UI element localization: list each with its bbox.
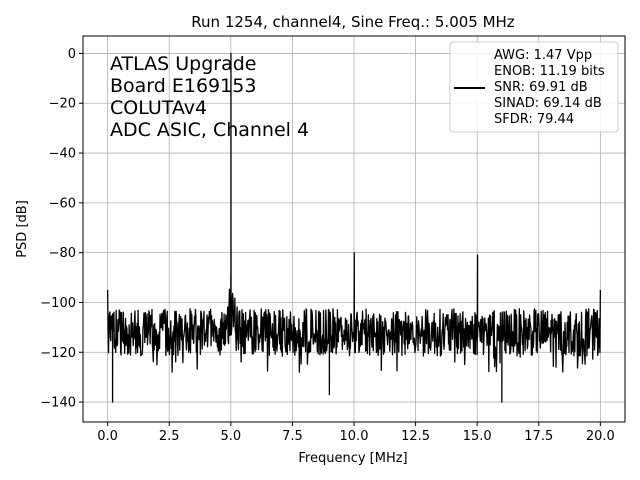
psd-line [106,52,602,403]
y-tick-label: −120 [40,346,76,361]
x-tick-label: 10.0 [340,429,369,444]
annotation-line: COLUTAv4 [110,97,207,119]
legend-entry-line: SNR: 69.91 dB [494,80,588,95]
annotation-line: ADC ASIC, Channel 4 [110,119,309,141]
x-tick-label: 7.5 [282,429,303,444]
y-tick-label: −60 [49,196,76,211]
y-axis-label: PSD [dB] [15,200,30,258]
y-tick-label: 0 [68,47,76,62]
y-tick-label: −40 [49,147,76,162]
y-tick-label: −80 [49,246,76,261]
x-tick-label: 0.0 [97,429,118,444]
y-tick-label: −100 [40,296,76,311]
annotation-line: Board E169153 [110,75,256,97]
legend-entry-line: SINAD: 69.14 dB [494,96,602,111]
x-tick-label: 12.5 [401,429,430,444]
legend-entry-line: AWG: 1.47 Vpp [494,48,592,63]
x-tick-label: 2.5 [159,429,180,444]
x-tick-label: 15.0 [463,429,492,444]
x-tick-label: 20.0 [586,429,615,444]
y-tick-label: −20 [49,97,76,112]
legend-entry-line: SFDR: 79.44 [494,112,574,127]
annotation-line: ATLAS Upgrade [110,53,256,75]
x-axis: 0.0 2.5 5.0 7.5 10.0 12.5 15.0 17.5 20.0 [97,422,615,444]
legend-box [449,41,619,133]
y-tick-label: −140 [40,396,76,411]
psd-trace [106,52,602,403]
legend-entry-line: ENOB: 11.19 bits [494,64,605,79]
x-tick-label: 17.5 [524,429,553,444]
x-axis-label: Frequency [MHz] [298,451,407,466]
x-tick-label: 5.0 [220,429,241,444]
y-axis: 0 −20 −40 −60 −80 −100 −120 −140 [40,47,83,411]
chart-title: Run 1254, channel4, Sine Freq.: 5.005 MH… [191,13,515,31]
